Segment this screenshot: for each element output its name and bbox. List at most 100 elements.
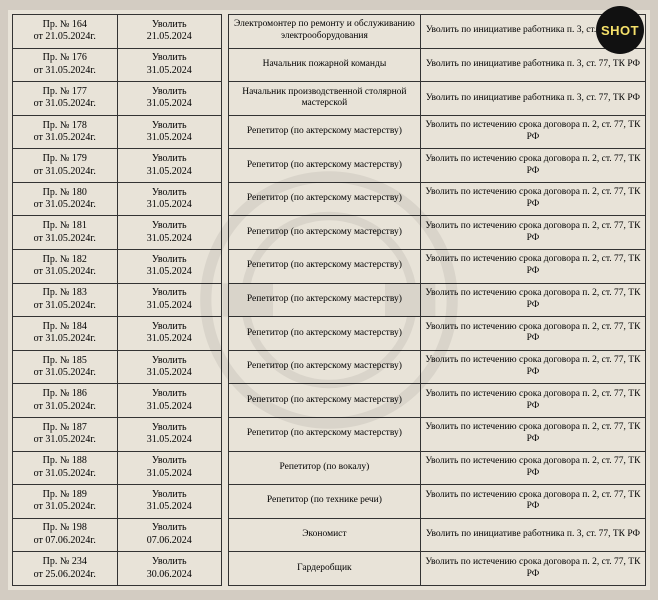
table-row: Пр. № 182от 31.05.2024г.Уволить31.05.202… [13,250,222,284]
action-cell: Уволить31.05.2024 [117,250,222,284]
order-cell: Пр. № 188от 31.05.2024г. [13,451,118,485]
action-cell: Уволить31.05.2024 [117,115,222,149]
positions-table: Электромонтер по ремонту и обслуживанию … [228,14,646,586]
table-row: Репетитор (по вокалу)Уволить по истечени… [229,451,646,485]
table-row: Пр. № 179от 31.05.2024г.Уволить31.05.202… [13,149,222,183]
table-row: Пр. № 181от 31.05.2024г.Уволить31.05.202… [13,216,222,250]
document-page: Пр. № 164от 21.05.2024г.Уволить21.05.202… [8,10,650,590]
table-row: Пр. № 234от 25.06.2024г.Уволить30.06.202… [13,552,222,586]
action-cell: Уволить31.05.2024 [117,317,222,351]
position-cell: Репетитор (по технике речи) [229,485,421,519]
order-cell: Пр. № 183от 31.05.2024г. [13,283,118,317]
table-row: ЭкономистУволить по инициативе работника… [229,518,646,552]
position-cell: Репетитор (по актерскому мастерству) [229,182,421,216]
reason-cell: Уволить по инициативе работника п. 3, ст… [420,48,645,82]
reason-cell: Уволить по истечению срока договора п. 2… [420,182,645,216]
position-cell: Репетитор (по актерскому мастерству) [229,350,421,384]
position-cell: Репетитор (по актерскому мастерству) [229,283,421,317]
reason-cell: Уволить по истечению срока договора п. 2… [420,451,645,485]
table-row: Пр. № 185от 31.05.2024г.Уволить31.05.202… [13,350,222,384]
action-cell: Уволить31.05.2024 [117,149,222,183]
order-cell: Пр. № 189от 31.05.2024г. [13,485,118,519]
table-row: Пр. № 186от 31.05.2024г.Уволить31.05.202… [13,384,222,418]
table-row: Пр. № 176от 31.05.2024г.Уволить31.05.202… [13,48,222,82]
action-cell: Уволить31.05.2024 [117,485,222,519]
table-row: Пр. № 198от 07.06.2024г.Уволить07.06.202… [13,518,222,552]
table-row: Пр. № 184от 31.05.2024г.Уволить31.05.202… [13,317,222,351]
shot-logo-text: SHOT [601,23,639,38]
reason-cell: Уволить по истечению срока договора п. 2… [420,350,645,384]
table-row: Пр. № 178от 31.05.2024г.Уволить31.05.202… [13,115,222,149]
table-row: Пр. № 188от 31.05.2024г.Уволить31.05.202… [13,451,222,485]
order-cell: Пр. № 198от 07.06.2024г. [13,518,118,552]
table-row: Репетитор (по технике речи)Уволить по ис… [229,485,646,519]
action-cell: Уволить31.05.2024 [117,350,222,384]
position-cell: Репетитор (по вокалу) [229,451,421,485]
table-row: Репетитор (по актерскому мастерству)Увол… [229,384,646,418]
order-cell: Пр. № 185от 31.05.2024г. [13,350,118,384]
table-row: Репетитор (по актерскому мастерству)Увол… [229,182,646,216]
table-row: Начальник пожарной командыУволить по ини… [229,48,646,82]
position-cell: Экономист [229,518,421,552]
position-cell: Репетитор (по актерскому мастерству) [229,149,421,183]
table-row: Электромонтер по ремонту и обслуживанию … [229,15,646,49]
table-row: Репетитор (по актерскому мастерству)Увол… [229,250,646,284]
reason-cell: Уволить по истечению срока договора п. 2… [420,149,645,183]
reason-cell: Уволить по истечению срока договора п. 2… [420,384,645,418]
table-row: Репетитор (по актерскому мастерству)Увол… [229,417,646,451]
table-row: Пр. № 164от 21.05.2024г.Уволить21.05.202… [13,15,222,49]
action-cell: Уволить31.05.2024 [117,384,222,418]
reason-cell: Уволить по истечению срока договора п. 2… [420,417,645,451]
order-cell: Пр. № 234от 25.06.2024г. [13,552,118,586]
order-cell: Пр. № 180от 31.05.2024г. [13,182,118,216]
action-cell: Уволить31.05.2024 [117,216,222,250]
position-cell: Репетитор (по актерскому мастерству) [229,216,421,250]
table-row: Пр. № 187от 31.05.2024г.Уволить31.05.202… [13,417,222,451]
order-cell: Пр. № 176от 31.05.2024г. [13,48,118,82]
action-cell: Уволить31.05.2024 [117,283,222,317]
action-cell: Уволить31.05.2024 [117,451,222,485]
reason-cell: Уволить по истечению срока договора п. 2… [420,485,645,519]
reason-cell: Уволить по инициативе работника п. 3, ст… [420,82,645,116]
table-row: Репетитор (по актерскому мастерству)Увол… [229,350,646,384]
action-cell: Уволить31.05.2024 [117,48,222,82]
action-cell: Уволить21.05.2024 [117,15,222,49]
position-cell: Репетитор (по актерскому мастерству) [229,384,421,418]
position-cell: Начальник производственной столярной мас… [229,82,421,116]
action-cell: Уволить31.05.2024 [117,417,222,451]
position-cell: Гардеробщик [229,552,421,586]
reason-cell: Уволить по инициативе работника п. 3, ст… [420,518,645,552]
reason-cell: Уволить по истечению срока договора п. 2… [420,552,645,586]
action-cell: Уволить31.05.2024 [117,82,222,116]
order-cell: Пр. № 179от 31.05.2024г. [13,149,118,183]
table-row: Репетитор (по актерскому мастерству)Увол… [229,317,646,351]
action-cell: Уволить07.06.2024 [117,518,222,552]
shot-logo-badge: SHOT [596,6,644,54]
position-cell: Репетитор (по актерскому мастерству) [229,250,421,284]
table-row: Пр. № 177от 31.05.2024г.Уволить31.05.202… [13,82,222,116]
table-row: Репетитор (по актерскому мастерству)Увол… [229,149,646,183]
order-cell: Пр. № 181от 31.05.2024г. [13,216,118,250]
table-row: Пр. № 180от 31.05.2024г.Уволить31.05.202… [13,182,222,216]
table-row: Пр. № 189от 31.05.2024г.Уволить31.05.202… [13,485,222,519]
reason-cell: Уволить по истечению срока договора п. 2… [420,283,645,317]
table-row: ГардеробщикУволить по истечению срока до… [229,552,646,586]
position-cell: Электромонтер по ремонту и обслуживанию … [229,15,421,49]
order-cell: Пр. № 184от 31.05.2024г. [13,317,118,351]
position-cell: Репетитор (по актерскому мастерству) [229,417,421,451]
table-row: Репетитор (по актерскому мастерству)Увол… [229,115,646,149]
order-cell: Пр. № 164от 21.05.2024г. [13,15,118,49]
table-row: Репетитор (по актерскому мастерству)Увол… [229,283,646,317]
order-cell: Пр. № 187от 31.05.2024г. [13,417,118,451]
reason-cell: Уволить по истечению срока договора п. 2… [420,216,645,250]
order-cell: Пр. № 186от 31.05.2024г. [13,384,118,418]
table-row: Начальник производственной столярной мас… [229,82,646,116]
position-cell: Начальник пожарной команды [229,48,421,82]
reason-cell: Уволить по истечению срока договора п. 2… [420,250,645,284]
reason-cell: Уволить по истечению срока договора п. 2… [420,115,645,149]
action-cell: Уволить31.05.2024 [117,182,222,216]
order-cell: Пр. № 177от 31.05.2024г. [13,82,118,116]
table-row: Репетитор (по актерскому мастерству)Увол… [229,216,646,250]
table-row: Пр. № 183от 31.05.2024г.Уволить31.05.202… [13,283,222,317]
position-cell: Репетитор (по актерскому мастерству) [229,317,421,351]
